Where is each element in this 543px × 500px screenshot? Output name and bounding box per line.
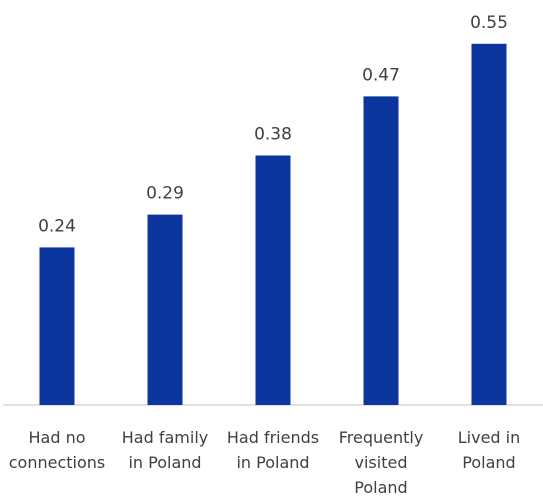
bars-group (39, 43, 507, 406)
category-label-5: Lived in Poland (458, 428, 521, 472)
bar-5 (471, 43, 507, 406)
category-label-line: connections (9, 453, 106, 472)
category-label-line: Frequently (339, 428, 424, 447)
bar-3 (255, 155, 291, 405)
bar-2 (147, 214, 183, 405)
value-label-1: 0.24 (38, 216, 76, 236)
category-label-line: Had friends (227, 428, 319, 447)
category-label-line: in Poland (236, 453, 309, 472)
value-label-4: 0.47 (362, 65, 400, 85)
category-label-line: Had family (122, 428, 208, 447)
category-label-line: Poland (354, 478, 407, 497)
category-label-line: in Poland (128, 453, 201, 472)
category-label-4: Frequently visited Poland (339, 428, 424, 497)
bar-1 (39, 247, 75, 405)
category-label-3: Had friends in Poland (227, 428, 319, 472)
category-label-line: Had no (28, 428, 85, 447)
bar-4 (363, 96, 399, 406)
category-label-line: visited (355, 453, 408, 472)
value-label-2: 0.29 (146, 184, 184, 204)
category-label-line: Poland (462, 453, 515, 472)
category-label-line: Lived in (458, 428, 521, 447)
value-label-3: 0.38 (254, 125, 292, 145)
value-labels-group: 0.24 0.29 0.38 0.47 0.55 (38, 13, 508, 237)
category-label-1: Had no connections (9, 428, 106, 472)
value-label-5: 0.55 (470, 13, 508, 33)
category-label-2: Had family in Poland (122, 428, 208, 472)
